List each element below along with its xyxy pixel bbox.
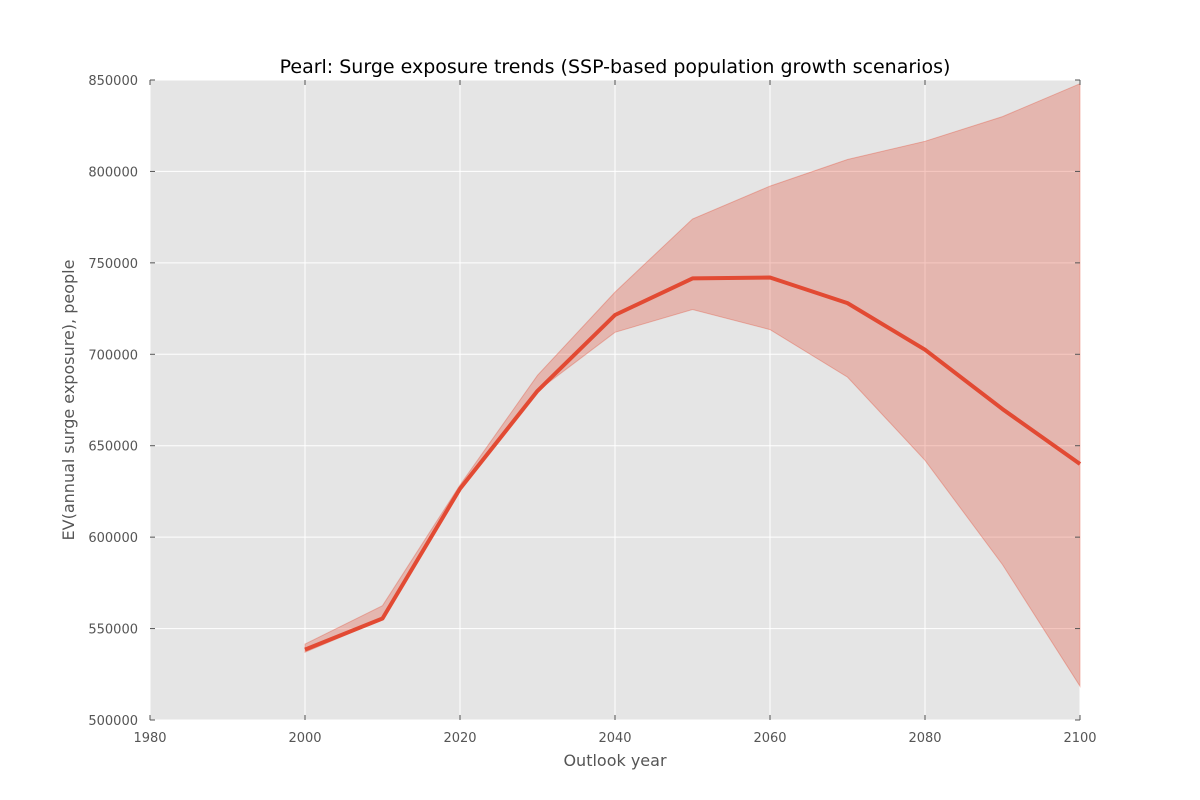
y-tick-label: 600000 (88, 531, 138, 546)
x-tick-label: 2060 (753, 731, 786, 746)
y-tick-label: 750000 (88, 257, 138, 272)
y-tick-label: 700000 (88, 348, 138, 363)
y-tick-label: 850000 (88, 74, 138, 89)
series-line (304, 275, 1082, 652)
x-tick-label: 2080 (908, 731, 941, 746)
x-tick-label: 2020 (443, 731, 476, 746)
y-tick-label: 500000 (88, 714, 138, 729)
x-axis-label: Outlook year (563, 751, 667, 770)
tick-labels: 1980 2000 2020 2040 2060 2080 2100 500000 550000… (88, 74, 1096, 746)
y-axis-label: EV(annual surge exposure), people (59, 260, 78, 541)
y-tick-label: 800000 (88, 165, 138, 180)
x-tick-label: 2000 (288, 731, 321, 746)
ticks (149, 79, 1081, 721)
x-tick-label: 1980 (133, 731, 166, 746)
y-tick-label: 650000 (88, 440, 138, 455)
x-tick-label: 2100 (1063, 731, 1096, 746)
x-tick-label: 2040 (598, 731, 631, 746)
y-tick-label: 550000 (88, 623, 138, 638)
chart-title: Pearl: Surge exposure trends (SSP-based … (280, 56, 951, 78)
